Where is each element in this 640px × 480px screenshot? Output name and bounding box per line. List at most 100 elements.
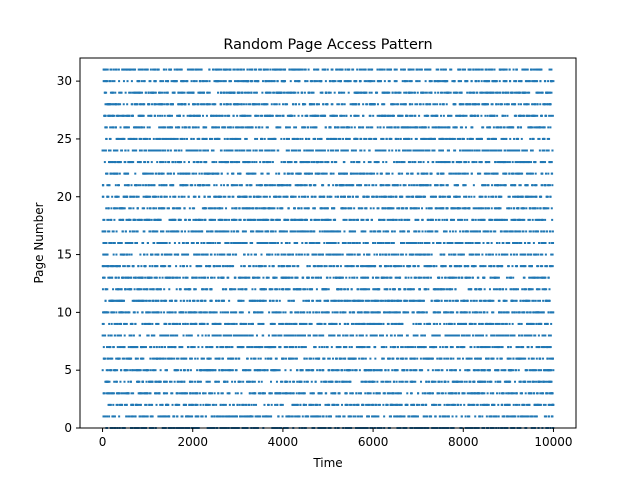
- data-point: [124, 161, 127, 164]
- data-point: [106, 369, 109, 372]
- data-point: [173, 68, 176, 71]
- data-point: [157, 253, 160, 256]
- data-point: [256, 218, 259, 221]
- data-point: [239, 415, 242, 418]
- data-point: [155, 172, 158, 175]
- data-point: [280, 68, 283, 71]
- data-point: [297, 346, 300, 349]
- data-point: [259, 218, 262, 221]
- data-point: [259, 195, 262, 198]
- data-point: [310, 415, 313, 418]
- data-point: [249, 172, 252, 175]
- data-point: [123, 265, 126, 268]
- data-point: [151, 403, 154, 406]
- data-point: [269, 68, 272, 71]
- data-point: [269, 299, 272, 302]
- data-point: [244, 207, 247, 210]
- data-point: [249, 265, 252, 268]
- data-point: [286, 184, 289, 187]
- data-point: [153, 103, 156, 106]
- data-point: [112, 299, 115, 302]
- data-point: [196, 230, 199, 233]
- data-point: [146, 415, 149, 418]
- data-point: [291, 403, 294, 406]
- data-point: [218, 161, 221, 164]
- data-point: [163, 91, 166, 94]
- data-point: [264, 207, 267, 210]
- data-point: [321, 218, 324, 221]
- data-point: [196, 369, 199, 372]
- data-point: [277, 68, 280, 71]
- data-point: [303, 322, 306, 325]
- data-point: [201, 299, 204, 302]
- data-point: [114, 184, 117, 187]
- data-point: [292, 137, 295, 140]
- data-point: [184, 103, 187, 106]
- data-point: [280, 91, 283, 94]
- data-point: [134, 369, 137, 372]
- data-point: [146, 126, 149, 129]
- data-point: [149, 80, 152, 83]
- data-point: [279, 195, 282, 198]
- data-point: [324, 161, 327, 164]
- data-point: [270, 288, 273, 291]
- data-point: [294, 242, 297, 244]
- data-point: [122, 276, 125, 279]
- data-point: [248, 346, 251, 349]
- data-point: [123, 253, 126, 256]
- data-point: [141, 91, 144, 94]
- data-point: [107, 218, 110, 221]
- data-point: [288, 322, 291, 325]
- data-point: [227, 265, 230, 268]
- data-point: [176, 68, 179, 71]
- data-point: [227, 242, 230, 244]
- data-point: [125, 276, 128, 279]
- data-point: [167, 172, 170, 175]
- data-point: [143, 207, 146, 210]
- data-point: [200, 242, 203, 244]
- data-point: [239, 346, 242, 349]
- data-point: [109, 80, 112, 83]
- data-point: [184, 80, 187, 83]
- data-point: [151, 357, 154, 360]
- data-point: [224, 80, 227, 83]
- data-point: [106, 415, 109, 418]
- data-point: [160, 265, 163, 268]
- data-point: [325, 415, 328, 418]
- data-point: [193, 80, 196, 83]
- data-point: [165, 91, 168, 94]
- data-point: [323, 357, 326, 360]
- data-point: [137, 68, 140, 71]
- data-point: [286, 322, 289, 325]
- data-point: [258, 126, 261, 129]
- data-point: [300, 380, 303, 383]
- data-point: [141, 357, 144, 360]
- data-point: [101, 369, 104, 372]
- data-point: [239, 80, 242, 83]
- data-point: [241, 288, 244, 291]
- data-point: [294, 218, 297, 221]
- data-point: [292, 392, 295, 395]
- data-point: [317, 68, 320, 71]
- data-point: [256, 137, 259, 140]
- data-point: [271, 68, 274, 71]
- data-point: [265, 103, 268, 106]
- data-point: [304, 103, 307, 106]
- data-point: [214, 334, 217, 337]
- data-point: [212, 68, 215, 71]
- data-point: [268, 195, 271, 198]
- data-point: [314, 253, 317, 256]
- data-point: [170, 299, 173, 302]
- data-point: [321, 161, 324, 164]
- data-point: [200, 253, 203, 256]
- data-point: [125, 415, 128, 418]
- data-point: [302, 276, 305, 279]
- data-point: [217, 322, 220, 325]
- data-point: [153, 91, 156, 94]
- data-point: [280, 288, 283, 291]
- data-point: [123, 137, 126, 140]
- data-point: [121, 230, 124, 233]
- data-point: [269, 161, 272, 164]
- data-point: [278, 369, 281, 372]
- data-point: [173, 322, 176, 325]
